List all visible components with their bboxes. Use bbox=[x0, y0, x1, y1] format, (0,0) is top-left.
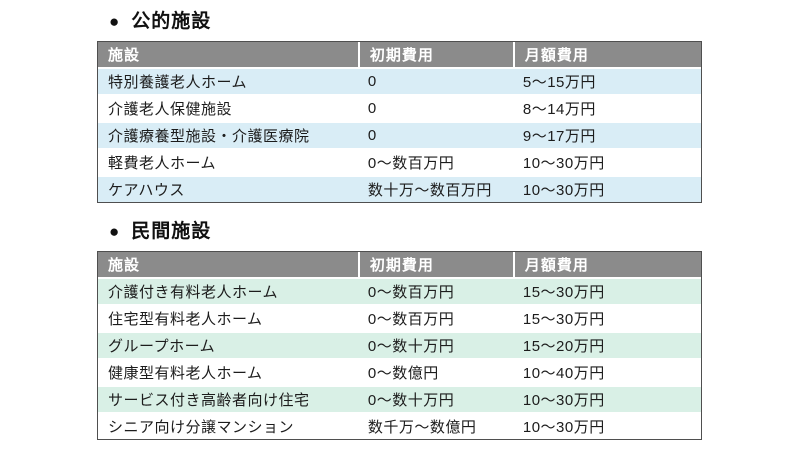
initial-cost-cell: 数十万〜数百万円 bbox=[357, 175, 513, 202]
initial-cost-cell: 0 bbox=[357, 121, 513, 148]
table-row: 住宅型有料老人ホーム 0〜数百万円 15〜30万円 bbox=[98, 304, 701, 331]
private-section-title: ● 民間施設 bbox=[109, 220, 702, 244]
monthly-cost-cell: 15〜30万円 bbox=[512, 277, 701, 304]
column-header-facility: 施設 bbox=[98, 252, 358, 277]
table-row: ケアハウス 数十万〜数百万円 10〜30万円 bbox=[98, 175, 701, 202]
initial-cost-cell: 0 bbox=[357, 94, 513, 121]
initial-cost-cell: 0 bbox=[357, 67, 513, 94]
initial-cost-cell: 0〜数百万円 bbox=[357, 277, 513, 304]
monthly-cost-cell: 10〜40万円 bbox=[512, 358, 701, 385]
column-header-monthly-cost: 月額費用 bbox=[512, 252, 701, 277]
initial-cost-cell: 数千万〜数億円 bbox=[357, 412, 513, 439]
public-facilities-table: 施設 初期費用 月額費用 特別養護老人ホーム 0 5〜15万円 介護老人保健施設… bbox=[97, 41, 702, 203]
column-header-monthly-cost: 月額費用 bbox=[512, 42, 701, 67]
section-title-text: 民間施設 bbox=[131, 221, 212, 242]
bullet-icon: ● bbox=[109, 12, 121, 31]
facility-name-cell: ケアハウス bbox=[98, 175, 358, 202]
monthly-cost-cell: 10〜30万円 bbox=[512, 385, 701, 412]
table-row: 介護療養型施設・介護医療院 0 9〜17万円 bbox=[98, 121, 701, 148]
facility-name-cell: 健康型有料老人ホーム bbox=[98, 358, 358, 385]
table-row: 軽費老人ホーム 0〜数百万円 10〜30万円 bbox=[98, 148, 701, 175]
facility-name-cell: シニア向け分譲マンション bbox=[98, 412, 358, 439]
private-facilities-section: ● 民間施設 施設 初期費用 月額費用 介護付き有料老人ホーム 0〜数百万円 bbox=[97, 220, 702, 440]
initial-cost-cell: 0〜数十万円 bbox=[357, 331, 513, 358]
table-row: サービス付き高齢者向け住宅 0〜数十万円 10〜30万円 bbox=[98, 385, 701, 412]
facility-name-cell: 介護付き有料老人ホーム bbox=[98, 277, 358, 304]
monthly-cost-cell: 15〜20万円 bbox=[512, 331, 701, 358]
section-title-text: 公的施設 bbox=[131, 11, 212, 32]
page-content: ● 公的施設 施設 初期費用 月額費用 特別養護老人ホーム 0 5〜1 bbox=[97, 0, 702, 440]
public-facilities-section: ● 公的施設 施設 初期費用 月額費用 特別養護老人ホーム 0 5〜1 bbox=[97, 10, 702, 203]
bullet-icon: ● bbox=[109, 222, 121, 241]
table-row: 介護付き有料老人ホーム 0〜数百万円 15〜30万円 bbox=[98, 277, 701, 304]
initial-cost-cell: 0〜数億円 bbox=[357, 358, 513, 385]
table-row: 特別養護老人ホーム 0 5〜15万円 bbox=[98, 67, 701, 94]
facility-name-cell: グループホーム bbox=[98, 331, 358, 358]
initial-cost-cell: 0〜数百万円 bbox=[357, 148, 513, 175]
column-header-initial-cost: 初期費用 bbox=[357, 252, 513, 277]
facility-name-cell: サービス付き高齢者向け住宅 bbox=[98, 385, 358, 412]
monthly-cost-cell: 5〜15万円 bbox=[512, 67, 701, 94]
monthly-cost-cell: 10〜30万円 bbox=[512, 412, 701, 439]
table-row: 健康型有料老人ホーム 0〜数億円 10〜40万円 bbox=[98, 358, 701, 385]
table-row: 介護老人保健施設 0 8〜14万円 bbox=[98, 94, 701, 121]
column-header-initial-cost: 初期費用 bbox=[357, 42, 513, 67]
table-header-row: 施設 初期費用 月額費用 bbox=[98, 252, 701, 277]
initial-cost-cell: 0〜数百万円 bbox=[357, 304, 513, 331]
table-row: シニア向け分譲マンション 数千万〜数億円 10〜30万円 bbox=[98, 412, 701, 439]
facility-name-cell: 軽費老人ホーム bbox=[98, 148, 358, 175]
facility-name-cell: 介護老人保健施設 bbox=[98, 94, 358, 121]
monthly-cost-cell: 10〜30万円 bbox=[512, 148, 701, 175]
facility-name-cell: 特別養護老人ホーム bbox=[98, 67, 358, 94]
monthly-cost-cell: 9〜17万円 bbox=[512, 121, 701, 148]
table-header-row: 施設 初期費用 月額費用 bbox=[98, 42, 701, 67]
monthly-cost-cell: 15〜30万円 bbox=[512, 304, 701, 331]
facility-name-cell: 住宅型有料老人ホーム bbox=[98, 304, 358, 331]
monthly-cost-cell: 8〜14万円 bbox=[512, 94, 701, 121]
table-row: グループホーム 0〜数十万円 15〜20万円 bbox=[98, 331, 701, 358]
private-facilities-table: 施設 初期費用 月額費用 介護付き有料老人ホーム 0〜数百万円 15〜30万円 … bbox=[97, 251, 702, 440]
facility-name-cell: 介護療養型施設・介護医療院 bbox=[98, 121, 358, 148]
monthly-cost-cell: 10〜30万円 bbox=[512, 175, 701, 202]
initial-cost-cell: 0〜数十万円 bbox=[357, 385, 513, 412]
column-header-facility: 施設 bbox=[98, 42, 358, 67]
public-section-title: ● 公的施設 bbox=[109, 10, 702, 34]
